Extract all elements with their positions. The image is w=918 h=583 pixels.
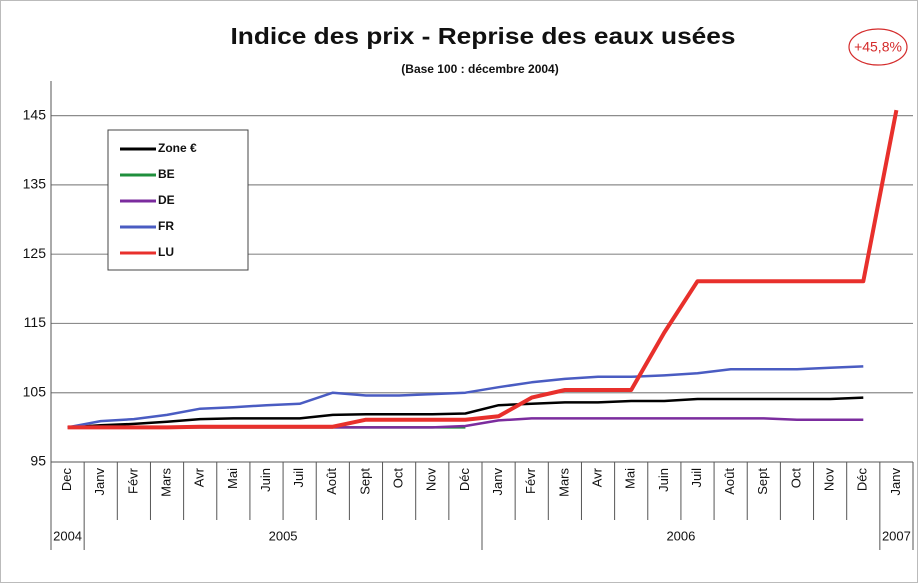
x-tick-label: Juil bbox=[689, 468, 704, 488]
x-tick-label: Janv bbox=[490, 468, 505, 496]
x-tick-label: Mai bbox=[623, 468, 638, 489]
x-tick-label: Juin bbox=[258, 468, 273, 492]
series-line bbox=[67, 109, 899, 430]
series-line bbox=[67, 396, 864, 429]
x-tick-label: Juin bbox=[656, 468, 671, 492]
x-tick-label: Mars bbox=[158, 468, 173, 497]
y-tick-label: 105 bbox=[23, 383, 47, 399]
x-tick-label: Avr bbox=[192, 467, 207, 487]
legend-label: Zone € bbox=[158, 141, 197, 155]
y-tick-label: 125 bbox=[23, 245, 47, 261]
x-tick-label: Oct bbox=[788, 468, 803, 489]
x-tick-label: Oct bbox=[391, 468, 406, 489]
annotation: +45,8% bbox=[854, 39, 902, 55]
annotation-circle bbox=[848, 28, 908, 66]
x-tick-label: Mai bbox=[225, 468, 240, 489]
x-tick-label: Févr bbox=[125, 467, 140, 494]
year-label: 2006 bbox=[666, 528, 695, 543]
x-tick-label: Août bbox=[324, 468, 339, 495]
series-line bbox=[67, 365, 864, 429]
legend-label: DE bbox=[158, 193, 175, 207]
year-label: 2004 bbox=[53, 528, 82, 543]
x-tick-label: Févr bbox=[523, 467, 538, 494]
x-tick-label: Juil bbox=[291, 468, 306, 488]
legend-label: BE bbox=[158, 167, 175, 181]
x-tick-label: Sept bbox=[755, 468, 770, 495]
x-tick-label: Sept bbox=[357, 468, 372, 495]
y-tick-label: 135 bbox=[23, 176, 47, 192]
x-tick-label: Dec bbox=[59, 468, 74, 492]
x-tick-label: Déc bbox=[855, 468, 870, 492]
x-tick-label: Août bbox=[722, 468, 737, 495]
x-tick-label: Nov bbox=[822, 468, 837, 492]
x-tick-label: Déc bbox=[457, 468, 472, 492]
x-tick-label: Janv bbox=[92, 468, 107, 496]
legend-label: LU bbox=[158, 245, 174, 259]
x-tick-label: Avr bbox=[589, 467, 604, 487]
y-tick-label: 145 bbox=[23, 106, 47, 122]
x-tick-label: Nov bbox=[424, 468, 439, 492]
x-tick-label: Mars bbox=[556, 468, 571, 497]
year-label: 2005 bbox=[269, 528, 298, 543]
year-label: 2007 bbox=[882, 528, 911, 543]
chart-subtitle: (Base 100 : décembre 2004) bbox=[401, 62, 558, 76]
y-tick-label: 115 bbox=[24, 314, 47, 330]
y-tick-label: 95 bbox=[30, 453, 46, 469]
x-tick-label: Janv bbox=[888, 468, 903, 496]
legend-label: FR bbox=[158, 219, 174, 233]
chart-title: Indice des prix - Reprise des eaux usées bbox=[231, 23, 736, 49]
